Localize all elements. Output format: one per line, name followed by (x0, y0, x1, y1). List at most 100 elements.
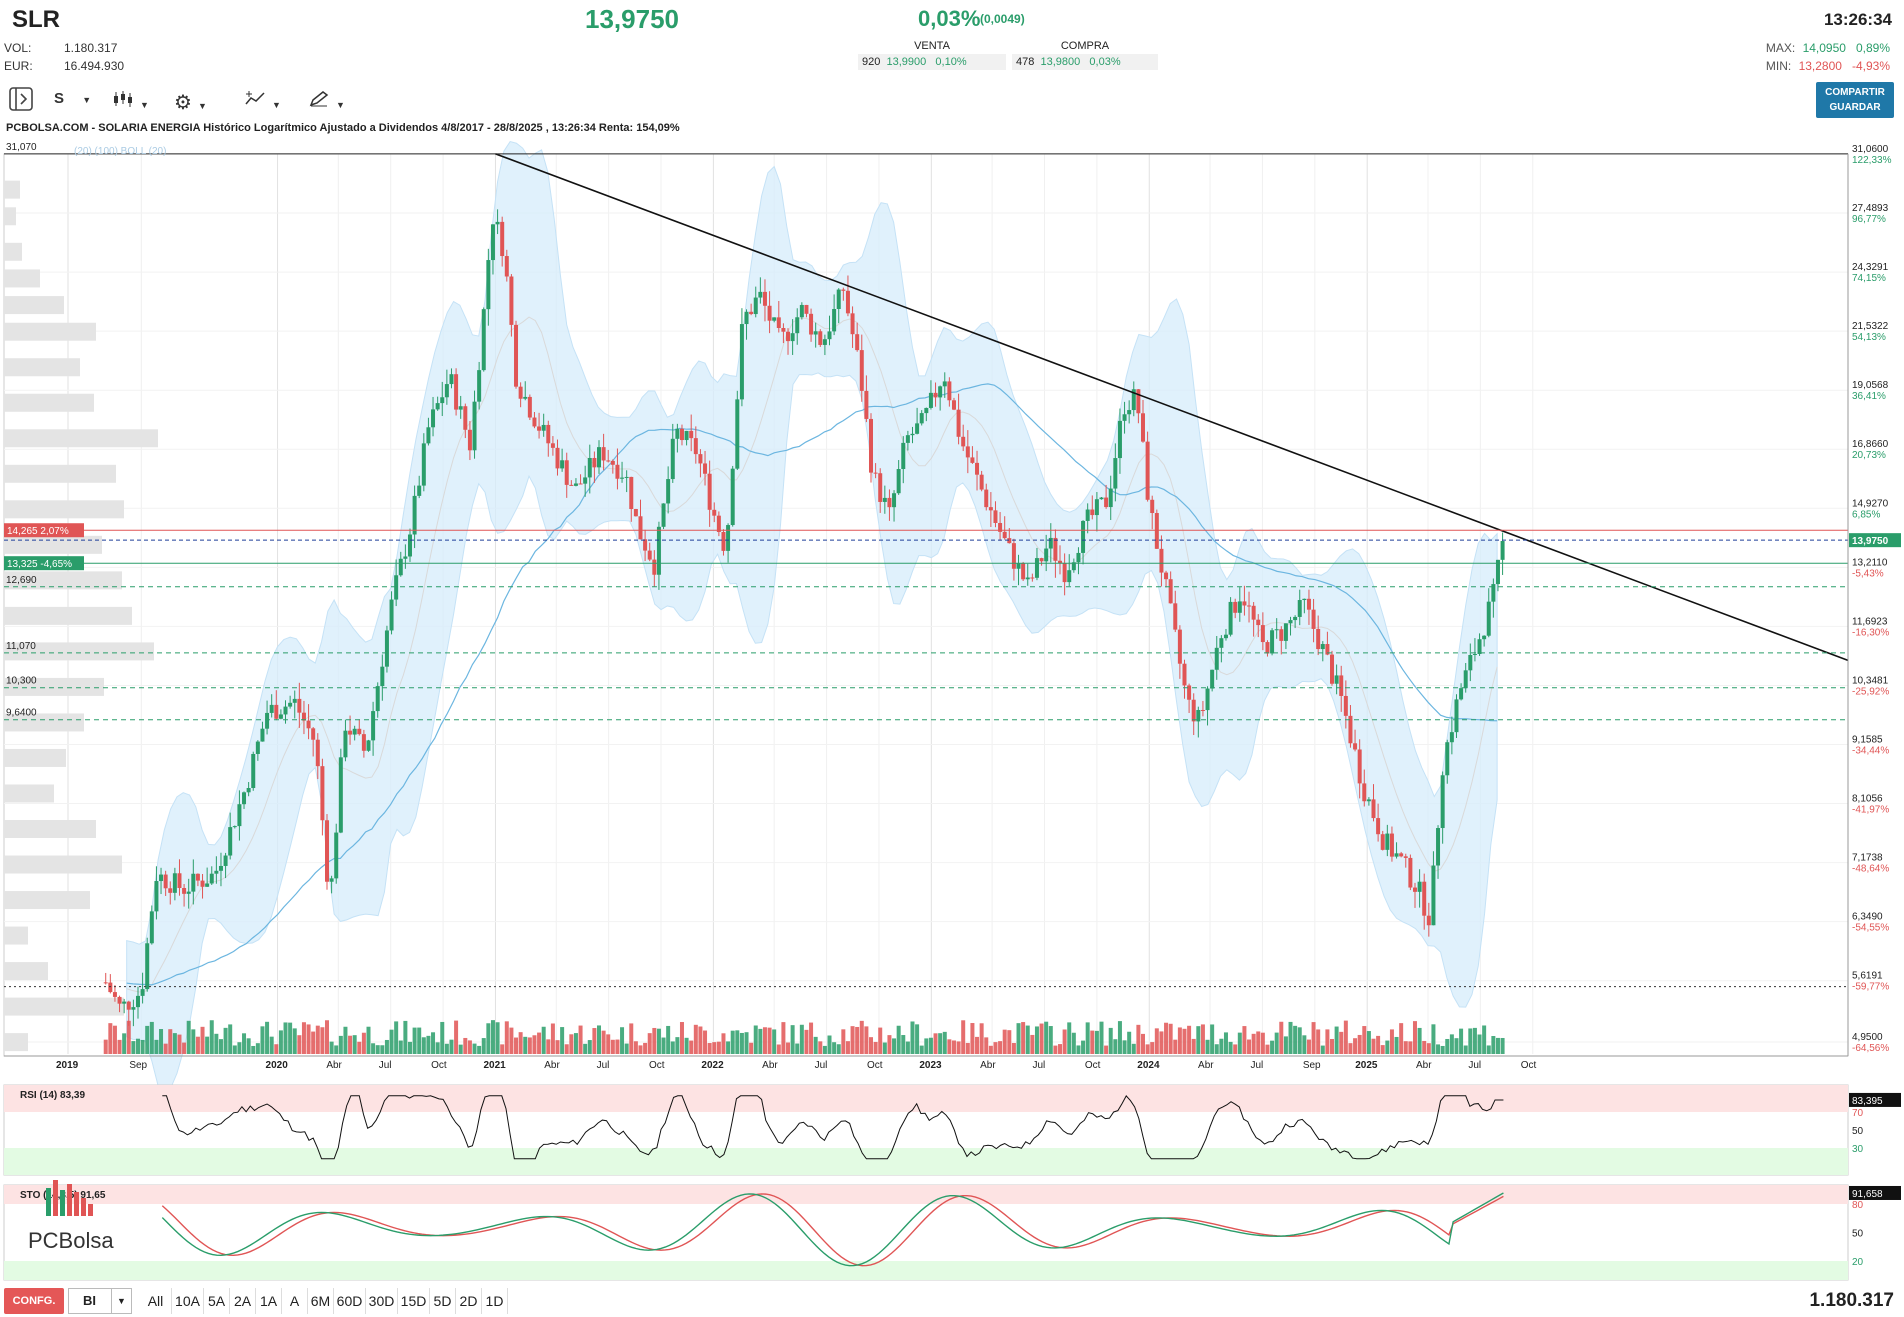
volume-bar (1468, 1028, 1473, 1054)
volume-bar (288, 1022, 293, 1054)
candle-body (297, 698, 302, 713)
candle-body (1306, 598, 1311, 610)
volume-bar (776, 1044, 781, 1054)
range-button-5a[interactable]: 5A (204, 1288, 230, 1314)
volume-bar (131, 1041, 136, 1054)
volume-bar (1431, 1024, 1436, 1054)
period-select[interactable]: S ▼ (54, 90, 91, 107)
candle-body (444, 384, 449, 398)
range-button-1d[interactable]: 1D (482, 1288, 508, 1314)
volume-profile-bar (4, 784, 54, 803)
range-button-2d[interactable]: 2D (456, 1288, 482, 1314)
volume-bar (1053, 1045, 1058, 1054)
range-button-60d[interactable]: 60D (334, 1288, 366, 1314)
candle-body (126, 1001, 131, 1010)
range-button-15d[interactable]: 15D (398, 1288, 430, 1314)
volume-bar (1196, 1026, 1201, 1054)
share-save-button[interactable]: COMPARTIR GUARDAR (1816, 82, 1894, 118)
volume-bar (1306, 1039, 1311, 1054)
level-label: 9,6400 (6, 708, 37, 719)
candle-body (182, 888, 187, 894)
range-button-1a[interactable]: 1A (256, 1288, 282, 1314)
volume-bar (389, 1029, 394, 1054)
candle-body (661, 503, 666, 527)
volume-bar (191, 1029, 196, 1054)
range-button-30d[interactable]: 30D (366, 1288, 398, 1314)
settings-select[interactable]: ⚙ ▼ (174, 90, 207, 115)
range-button-10a[interactable]: 10A (172, 1288, 204, 1314)
range-button-a[interactable]: A (282, 1288, 308, 1314)
volume-bar (924, 1038, 929, 1054)
drawing-tools-select[interactable]: ▼ (308, 90, 345, 112)
volume-profile-bar (4, 677, 104, 696)
volume-bar (560, 1027, 565, 1054)
volume-bar (587, 1040, 592, 1054)
volume-bar (1173, 1039, 1178, 1054)
volume-bar (827, 1035, 832, 1054)
sidebar-toggle-icon[interactable] (8, 86, 34, 116)
time-tick-label: Oct (431, 1060, 447, 1071)
candle-body (1403, 856, 1408, 858)
volume-bar (938, 1033, 943, 1054)
candle-body (112, 992, 117, 997)
range-button-2a[interactable]: 2A (230, 1288, 256, 1314)
volume-bar (813, 1036, 818, 1054)
interval-select[interactable]: BI ▼ (68, 1288, 132, 1314)
time-tick-label: 2019 (56, 1060, 79, 1071)
range-button-5d[interactable]: 5D (430, 1288, 456, 1314)
volume-bar (1454, 1038, 1459, 1054)
volume-profile-bar (4, 713, 84, 732)
time-tick-label: 2023 (919, 1060, 942, 1071)
candle-body (998, 522, 1003, 532)
volume-bar (615, 1039, 620, 1054)
chevron-down-icon: ▼ (82, 95, 92, 105)
candle-body (1219, 638, 1224, 648)
price-tick-pct: -64,56% (1852, 1043, 1889, 1054)
candle-body (417, 485, 422, 496)
candle-body (624, 476, 629, 478)
volume-bar (901, 1035, 906, 1054)
volume-bar (1117, 1021, 1122, 1054)
candle-body (859, 350, 864, 391)
candle-body (578, 483, 583, 485)
volume-row: VOL: 1.180.317 (4, 41, 117, 55)
volume-bar (573, 1033, 578, 1054)
volume-bar (1223, 1032, 1228, 1054)
candle-body (352, 728, 357, 735)
volume-profile-bar (4, 1033, 28, 1052)
config-button[interactable]: CONFG. (4, 1288, 64, 1314)
volume-bar (666, 1025, 671, 1054)
candle-body (670, 438, 675, 480)
candle-body (537, 426, 542, 431)
candle-body (1127, 410, 1132, 415)
volume-bar (1237, 1032, 1242, 1054)
candle-body (1168, 579, 1173, 604)
candle-body (1113, 458, 1118, 489)
interval-label: BI (83, 1293, 96, 1308)
candle-body (1348, 715, 1353, 744)
candle-body (371, 711, 376, 741)
time-tick-label: Sep (1303, 1060, 1321, 1071)
candle-body (1408, 857, 1413, 888)
range-button-all[interactable]: All (140, 1288, 172, 1314)
indicators-select[interactable]: ▼ (244, 90, 281, 112)
candle-body (1412, 887, 1417, 892)
candle-body (836, 289, 841, 309)
candle-body (1353, 743, 1358, 750)
candle-body (412, 495, 417, 535)
candle-body (1237, 601, 1242, 613)
chart-type-select[interactable]: ▼ (112, 90, 149, 112)
candle-body (1104, 497, 1109, 508)
candle-body (744, 311, 749, 325)
candle-body (486, 260, 491, 310)
candle-body (431, 409, 436, 428)
time-tick-label: Abr (326, 1060, 342, 1071)
candle-body (1311, 609, 1316, 629)
candle-body (993, 510, 998, 523)
price-chart[interactable]: 31,070 14,265 2,07% 13,325 -4,65% 12,690 11,… (0, 130, 1904, 1282)
sto-level-label: 80 (1852, 1200, 1864, 1211)
volume-bar (1034, 1026, 1039, 1054)
range-button-6m[interactable]: 6M (308, 1288, 334, 1314)
candle-body (638, 516, 643, 540)
candle-body (712, 509, 717, 516)
